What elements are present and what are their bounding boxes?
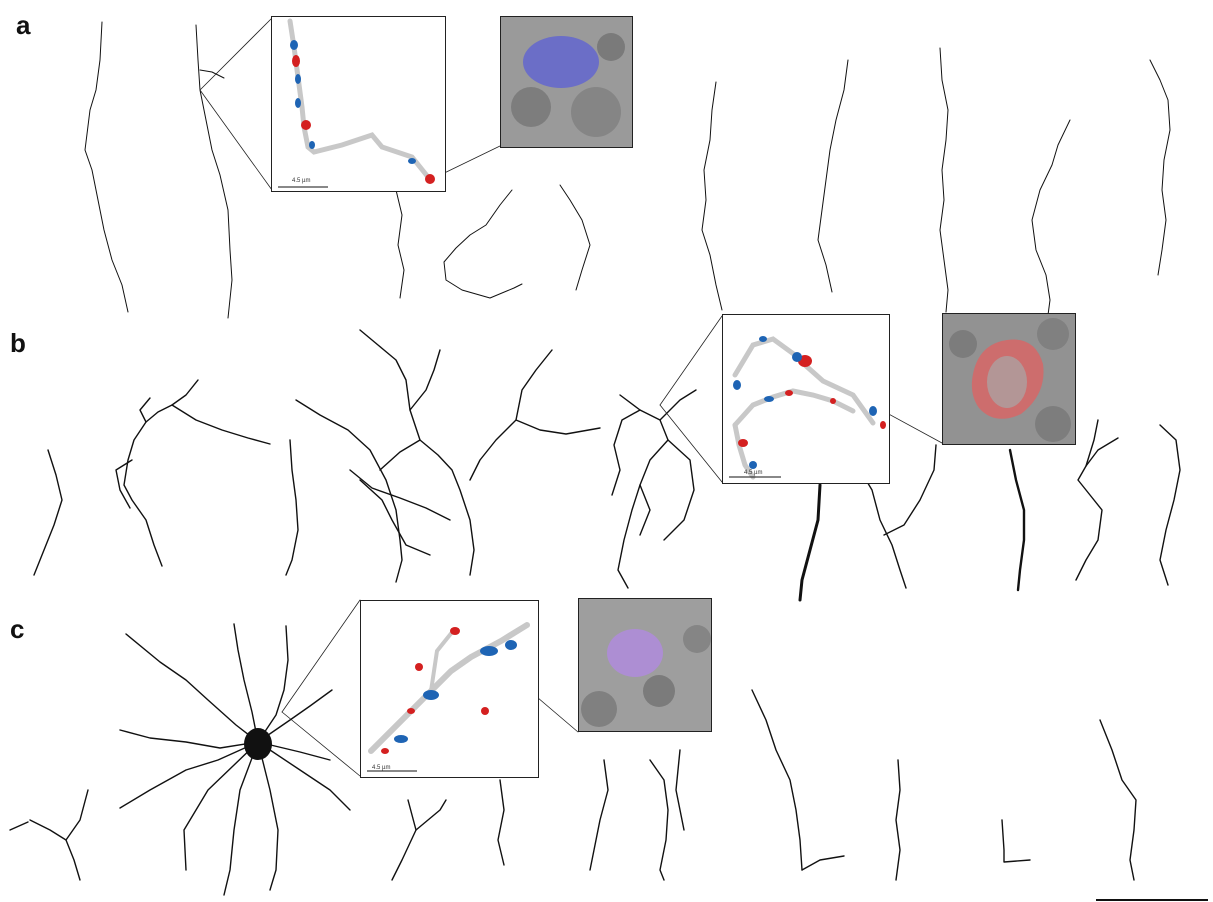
inset-c-scale-label: 4.5 µm [372,765,391,771]
axon-reconstruction-b [729,336,886,480]
inset-c-reconstruction [360,600,539,778]
inset-b-scale-label: 4.5 µm [744,470,763,476]
axon-reconstruction-a [278,18,435,188]
highlight-c [607,629,663,677]
axon-reconstruction-c [367,622,530,772]
inset-a-reconstruction [271,16,446,192]
panel-label-b: b [10,328,26,358]
row-a-axons [84,21,1171,319]
panel-label-a: a [16,10,31,40]
inset-b-reconstruction [722,314,890,484]
row-c-axons [9,623,1137,896]
em-b [942,313,1076,445]
cell-soma [244,728,272,760]
panel-label-c: c [10,614,25,644]
row-b-axons [33,329,1181,602]
em-c [578,598,712,732]
highlight-a [523,36,599,88]
em-a [500,16,633,148]
inset-a-scale-label: 4.5 µm [292,178,311,184]
